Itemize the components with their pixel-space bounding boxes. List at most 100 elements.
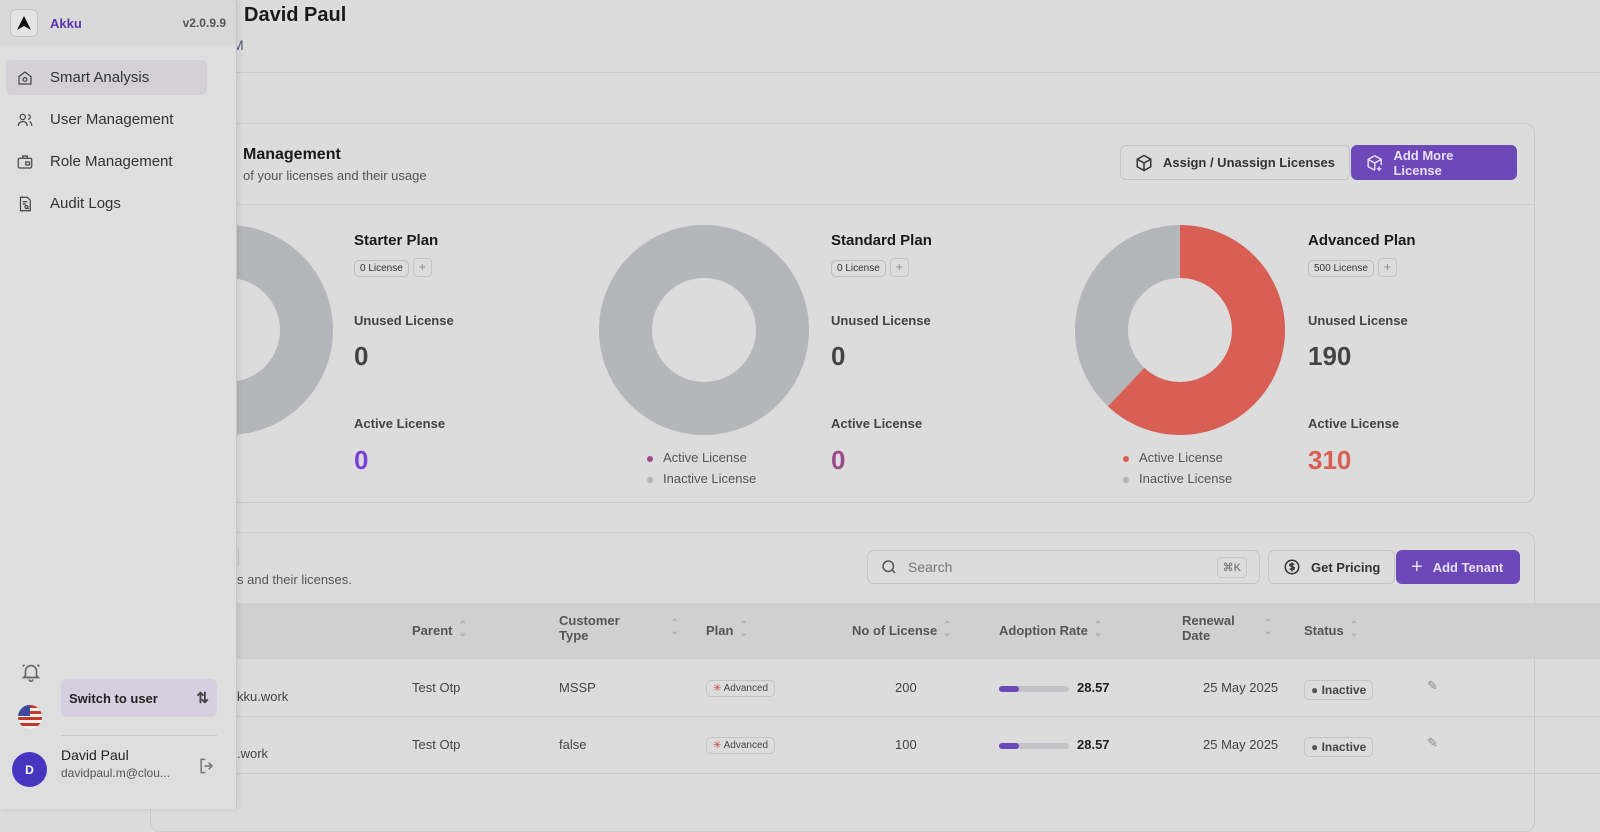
- akku-logo: [10, 9, 38, 37]
- license-card-subtitle: of your licenses and their usage: [243, 168, 427, 183]
- table-row[interactable]: [237, 717, 1600, 774]
- user-email: davidpaul.m@clou...: [61, 766, 170, 780]
- swap-arrows-icon: ⇅: [196, 690, 209, 707]
- home-icon: [18, 70, 32, 85]
- table-header: [237, 603, 1600, 659]
- us-flag-icon[interactable]: [18, 705, 42, 729]
- logout-icon[interactable]: [197, 756, 217, 781]
- get-pricing-button[interactable]: Get Pricing: [1268, 550, 1396, 584]
- donut-chart: [599, 225, 809, 435]
- adoption-rate-cell: 28.57: [999, 737, 1110, 752]
- sidebar-item-smart-analysis[interactable]: Smart Analysis: [6, 60, 207, 95]
- search-icon: [882, 560, 896, 574]
- column-header[interactable]: Adoption Rate ⌃ ⌄: [999, 620, 1103, 639]
- add-plan-license-button[interactable]: +: [412, 258, 432, 277]
- sidebar-item-audit-logs[interactable]: Audit Logs: [6, 186, 207, 221]
- page-subtitle: M: [232, 37, 244, 53]
- divider: [151, 204, 1534, 205]
- license-pill: 0 License: [354, 260, 409, 277]
- plan-name: Standard Plan: [831, 232, 932, 249]
- legend-active: Active License: [1123, 450, 1223, 465]
- users-icon: [17, 113, 33, 126]
- file-search-icon: [19, 196, 31, 211]
- briefcase-icon: [17, 154, 33, 169]
- assign-unassign-button[interactable]: Assign / Unassign Licenses: [1120, 145, 1350, 180]
- plan-star-icon: ✳: [713, 740, 722, 751]
- tenant-name: .work: [237, 746, 269, 761]
- status-badge: ● Inactive: [1304, 680, 1374, 700]
- app-version: v2.0.9.9: [182, 16, 226, 30]
- sort-icon: ⌃ ⌄: [943, 620, 952, 639]
- sort-icon: ⌃ ⌄: [1349, 620, 1359, 639]
- plan-license-count: 0 License +: [831, 258, 909, 277]
- active-label: Active License: [354, 416, 446, 431]
- sidebar-item-label: Audit Logs: [50, 195, 121, 212]
- parent-cell: Test Otp: [412, 680, 461, 695]
- tenants-subtitle: s and their licenses.: [237, 572, 352, 587]
- renewal-date-cell: 25 May 2025: [1203, 737, 1279, 752]
- switch-to-user-button[interactable]: Switch to user ⇅: [61, 679, 217, 717]
- unused-label: Unused License: [1308, 313, 1408, 328]
- sidebar-item-label: Role Management: [50, 153, 173, 170]
- add-license-label: Add More License: [1393, 147, 1454, 178]
- status-badge: ● Inactive: [1304, 737, 1374, 757]
- sidebar: Akku v2.0.9.9 Smart Analysis User Managem…: [0, 0, 237, 809]
- legend-active: Active License: [647, 450, 747, 465]
- unused-value: 0: [354, 341, 369, 371]
- adoption-rate-cell: 28.57: [999, 680, 1110, 695]
- plan-star-icon: ✳: [713, 683, 722, 694]
- column-header[interactable]: Plan ⌃ ⌄: [706, 620, 748, 639]
- page-title: David Paul: [244, 4, 347, 26]
- active-label: Active License: [1308, 416, 1400, 431]
- legend-inactive: Inactive License: [1123, 471, 1232, 486]
- edit-icon[interactable]: ✎: [1427, 678, 1438, 693]
- active-slice: [1075, 225, 1285, 435]
- sidebar-item-role-management[interactable]: Role Management: [6, 144, 207, 179]
- shortcut-hint: ⌘K: [1216, 556, 1247, 578]
- main-content: David Paul M Management of your licenses…: [123, 4, 1600, 832]
- unused-label: Unused License: [831, 313, 931, 328]
- unused-value: 190: [1308, 341, 1352, 371]
- plan-name: Starter Plan: [354, 232, 439, 249]
- sort-icon: ⌃ ⌄: [670, 618, 679, 637]
- donut-chart: [1075, 225, 1285, 435]
- sidebar-item-label: Smart Analysis: [50, 69, 150, 86]
- add-tenant-button[interactable]: + Add Tenant: [1396, 550, 1520, 584]
- column-header[interactable]: Status ⌃ ⌄: [1304, 620, 1359, 639]
- license-pill: 0 License: [831, 260, 886, 277]
- bell-icon[interactable]: [20, 661, 42, 688]
- adoption-progress-bar: [999, 685, 1069, 692]
- sort-icon: ⌃ ⌄: [1093, 620, 1103, 639]
- assign-label: Assign / Unassign Licenses: [1163, 155, 1335, 170]
- sidebar-header: Akku v2.0.9.9: [0, 0, 236, 46]
- unused-value: 0: [831, 341, 846, 371]
- active-value: 310: [1308, 445, 1352, 475]
- column-header[interactable]: No of License ⌃ ⌄: [852, 620, 952, 639]
- pricing-label: Get Pricing: [1311, 559, 1381, 575]
- plan-badge: ✳ Advanced: [706, 680, 776, 697]
- license-management-card: [150, 123, 1535, 503]
- column-header[interactable]: Customer Type ⌃ ⌄: [559, 613, 679, 643]
- add-plan-license-button[interactable]: +: [1377, 258, 1397, 277]
- edit-icon[interactable]: ✎: [1427, 735, 1438, 750]
- plan-license-count: 500 License +: [1308, 258, 1397, 277]
- license-pill: 500 License: [1308, 260, 1374, 277]
- add-more-license-button[interactable]: Add More License: [1351, 145, 1517, 180]
- table-row[interactable]: [237, 660, 1600, 717]
- plus-icon: +: [1411, 555, 1423, 578]
- add-plan-license-button[interactable]: +: [889, 258, 909, 277]
- active-label: Active License: [831, 416, 923, 431]
- active-value: 0: [354, 445, 369, 475]
- column-header[interactable]: Renewal Date ⌃ ⌄: [1182, 613, 1272, 643]
- column-header[interactable]: Parent ⌃ ⌄: [412, 620, 467, 639]
- inactive-slice: [599, 225, 809, 435]
- add-tenant-label: Add Tenant: [1432, 559, 1504, 575]
- box-icon: [1136, 154, 1152, 171]
- search-input[interactable]: Search ⌘K: [867, 550, 1260, 584]
- switch-label: Switch to user: [69, 690, 158, 706]
- avatar[interactable]: D: [12, 752, 47, 787]
- active-value: 0: [831, 445, 846, 475]
- sort-icon: ⌃ ⌄: [739, 620, 748, 639]
- sidebar-item-user-management[interactable]: User Management: [6, 102, 207, 137]
- license-count-cell: 100: [895, 737, 917, 752]
